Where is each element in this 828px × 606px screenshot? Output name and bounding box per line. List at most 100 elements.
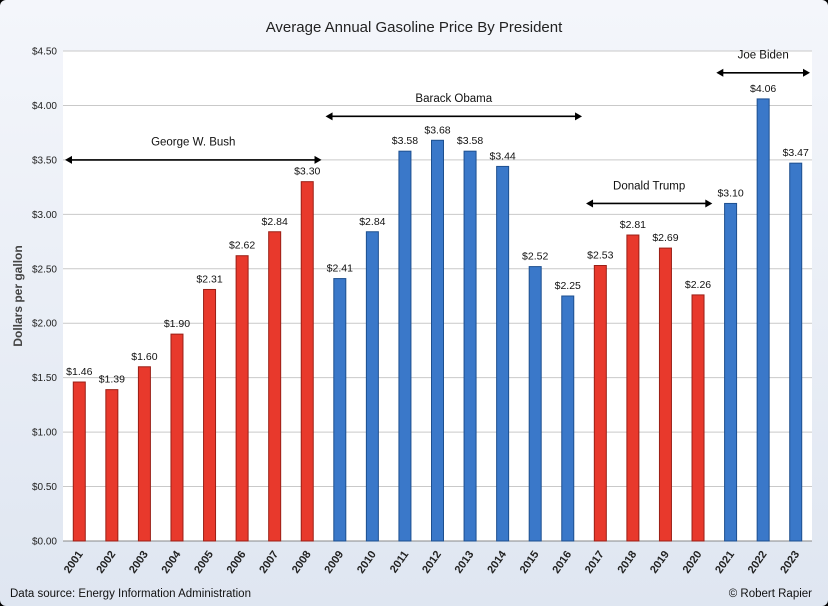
arrowhead [325, 112, 333, 121]
data-label-2011: $3.58 [392, 135, 418, 147]
bar-2001 [72, 381, 86, 542]
annotation-label: Barack Obama [415, 93, 492, 105]
data-label-2004: $1.90 [164, 318, 190, 330]
data-label-2012: $3.68 [424, 124, 450, 136]
bar-2017 [593, 265, 607, 542]
data-label-2023: $3.47 [783, 147, 809, 159]
arrowhead [586, 199, 594, 208]
data-label-2010: $2.84 [359, 216, 385, 228]
bar-2002 [105, 389, 119, 542]
data-label-2020: $2.26 [685, 279, 711, 291]
bar-2005 [203, 288, 217, 542]
x-tick-2015: 2015 [518, 549, 542, 576]
y-tick-label: $2.50 [32, 264, 57, 275]
x-tick-2010: 2010 [355, 549, 379, 576]
arrowhead [803, 68, 810, 77]
chart-title: Average Annual Gasoline Price By Preside… [266, 19, 563, 36]
bar-2006 [235, 255, 249, 542]
bars-group [72, 98, 803, 542]
y-tick-label: $3.50 [32, 155, 57, 166]
x-tick-2003: 2003 [127, 549, 151, 576]
data-source-note: Data source: Energy Information Administ… [10, 588, 251, 600]
y-tick-label: $1.00 [32, 428, 57, 439]
y-tick-label: $0.00 [32, 537, 57, 548]
annotation-joe-biden: Joe Biden [716, 50, 810, 77]
y-tick-label: $3.00 [32, 210, 57, 221]
annotation-barack-obama: Barack Obama [325, 93, 583, 121]
bar-2022 [756, 98, 770, 542]
copyright-credit: © Robert Rapier [729, 588, 812, 600]
bar-2003 [137, 366, 151, 542]
x-tick-2011: 2011 [388, 549, 412, 575]
x-tick-2008: 2008 [290, 549, 314, 576]
arrowhead [716, 68, 724, 77]
annotation-label: George W. Bush [151, 137, 235, 149]
x-tick-2020: 2020 [681, 549, 705, 576]
bar-2008 [300, 181, 314, 542]
data-label-2009: $2.41 [327, 263, 353, 275]
bar-2011 [398, 150, 412, 542]
data-label-2021: $3.10 [717, 187, 743, 199]
data-label-2001: $1.46 [66, 366, 92, 378]
presidency-annotations: George W. Bush Barack Obama Donald Trump Jo… [65, 50, 810, 208]
x-tick-2004: 2004 [160, 548, 184, 576]
data-label-2019: $2.69 [652, 232, 678, 244]
bar-2009 [333, 278, 347, 542]
x-tick-2019: 2019 [648, 549, 672, 576]
y-tick-label: $2.00 [32, 319, 57, 330]
data-label-2022: $4.06 [750, 83, 776, 95]
y-tick-label: $1.50 [32, 373, 57, 384]
bar-2019 [658, 247, 672, 542]
arrowhead [65, 155, 72, 164]
x-tick-2016: 2016 [550, 549, 574, 576]
x-tick-2022: 2022 [746, 549, 770, 576]
x-tick-2013: 2013 [453, 549, 477, 576]
x-tick-2017: 2017 [583, 549, 607, 576]
x-tick-2006: 2006 [225, 549, 249, 576]
data-label-2016: $2.25 [555, 280, 581, 292]
bar-2023 [789, 162, 803, 542]
data-label-2018: $2.81 [620, 219, 646, 231]
annotation-donald-trump: Donald Trump [586, 180, 713, 208]
x-tick-2002: 2002 [94, 549, 118, 576]
y-tick-label: $4.50 [32, 47, 57, 58]
data-label-2017: $2.53 [587, 250, 613, 262]
bar-2015 [528, 266, 542, 542]
x-tick-2005: 2005 [192, 549, 216, 576]
y-tick-label: $0.50 [32, 482, 57, 493]
annotation-label: Donald Trump [613, 180, 685, 192]
data-label-2008: $3.30 [294, 166, 320, 178]
data-label-2003: $1.60 [131, 351, 157, 363]
bar-2004 [170, 333, 184, 542]
data-label-2014: $3.44 [489, 150, 515, 162]
x-tick-2014: 2014 [485, 548, 509, 576]
x-tick-2021: 2021 [713, 549, 737, 576]
data-label-2013: $3.58 [457, 135, 483, 147]
bar-2018 [626, 234, 640, 542]
arrowhead [575, 112, 583, 121]
y-axis-label: Dollars per gallon [11, 245, 25, 346]
data-label-2007: $2.84 [262, 216, 288, 228]
annotation-label: Joe Biden [738, 50, 789, 62]
bar-2013 [463, 150, 477, 542]
x-tick-2012: 2012 [420, 549, 444, 576]
bar-2021 [724, 202, 738, 542]
data-label-2002: $1.39 [99, 374, 125, 386]
x-tick-2001: 2001 [62, 549, 86, 576]
y-tick-label: $4.00 [32, 101, 57, 112]
bar-2010 [365, 231, 379, 542]
x-axis-ticks: 2001 2002 2003 2004 2005 2006 2007 2008 2009 2010… [62, 548, 802, 576]
data-label-2006: $2.62 [229, 240, 255, 252]
bar-2016 [561, 295, 575, 542]
x-tick-2009: 2009 [322, 549, 346, 576]
x-tick-2018: 2018 [615, 549, 639, 576]
y-axis-ticks: $0.00 $0.50 $1.00 $1.50 $2.00 $2.50 $3.00 $3.50… [32, 47, 57, 548]
bar-2007 [268, 231, 282, 542]
bar-2014 [496, 165, 510, 542]
x-tick-2007: 2007 [257, 549, 281, 576]
arrowhead [314, 155, 322, 164]
annotation-george-w-bush: George W. Bush [65, 137, 322, 164]
bar-2020 [691, 294, 705, 542]
